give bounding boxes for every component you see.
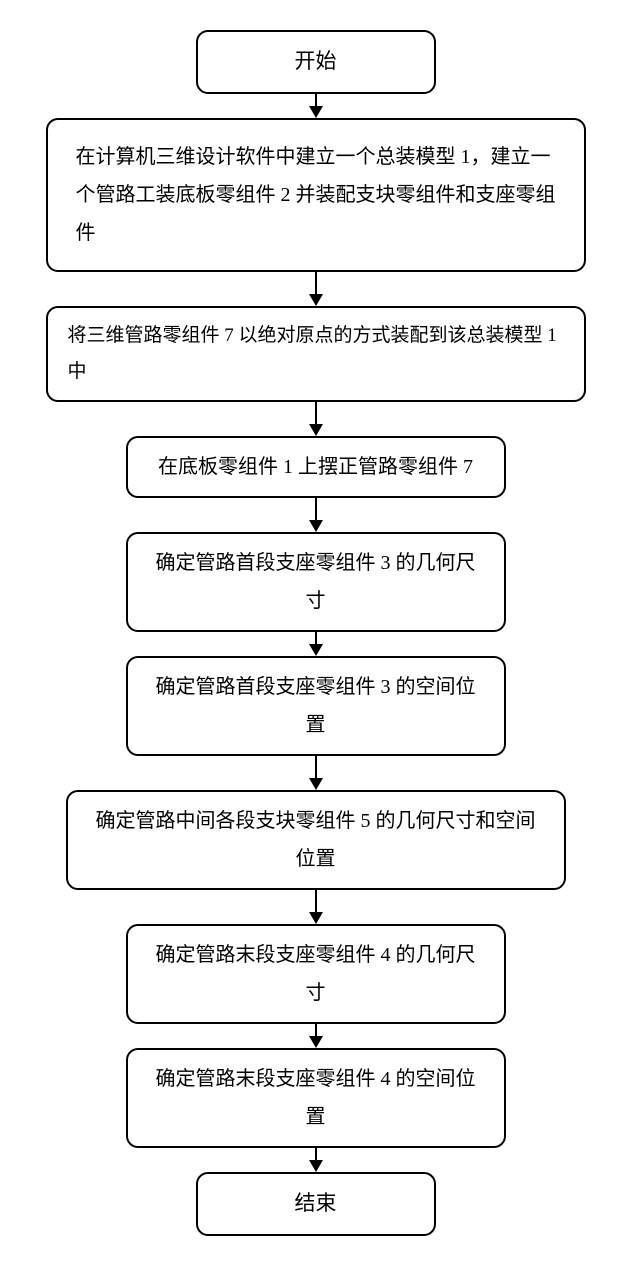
arrow-step5-step6 bbox=[309, 756, 323, 790]
node-step8-label: 确定管路末段支座零组件 4 的空间位置 bbox=[148, 1060, 484, 1136]
node-step6: 确定管路中间各段支块零组件 5 的几何尺寸和空间位置 bbox=[66, 790, 566, 890]
node-start-label: 开始 bbox=[295, 42, 337, 82]
node-step5-label: 确定管路首段支座零组件 3 的空间位置 bbox=[148, 668, 484, 744]
node-step6-label: 确定管路中间各段支块零组件 5 的几何尺寸和空间位置 bbox=[88, 802, 544, 878]
node-end-label: 结束 bbox=[295, 1184, 337, 1224]
node-step8: 确定管路末段支座零组件 4 的空间位置 bbox=[126, 1048, 506, 1148]
arrow-step6-step7 bbox=[309, 890, 323, 924]
arrow-step8-end bbox=[309, 1148, 323, 1172]
arrow-start-step1 bbox=[309, 94, 323, 118]
node-step2: 将三维管路零组件 7 以绝对原点的方式装配到该总装模型 1 中 bbox=[46, 306, 586, 402]
arrow-step1-step2 bbox=[309, 272, 323, 306]
node-step7-label: 确定管路末段支座零组件 4 的几何尺寸 bbox=[148, 936, 484, 1012]
node-step7: 确定管路末段支座零组件 4 的几何尺寸 bbox=[126, 924, 506, 1024]
arrow-step2-step3 bbox=[309, 402, 323, 436]
node-step1: 在计算机三维设计软件中建立一个总装模型 1，建立一个管路工装底板零组件 2 并装… bbox=[46, 118, 586, 272]
node-step3-label: 在底板零组件 1 上摆正管路零组件 7 bbox=[158, 448, 473, 486]
arrow-step4-step5 bbox=[309, 632, 323, 656]
node-start: 开始 bbox=[196, 30, 436, 94]
node-step1-label: 在计算机三维设计软件中建立一个总装模型 1，建立一个管路工装底板零组件 2 并装… bbox=[76, 138, 556, 252]
node-step4: 确定管路首段支座零组件 3 的几何尺寸 bbox=[126, 532, 506, 632]
arrow-step7-step8 bbox=[309, 1024, 323, 1048]
node-step5: 确定管路首段支座零组件 3 的空间位置 bbox=[126, 656, 506, 756]
node-step2-label: 将三维管路零组件 7 以绝对原点的方式装配到该总装模型 1 中 bbox=[68, 318, 564, 390]
node-step3: 在底板零组件 1 上摆正管路零组件 7 bbox=[126, 436, 506, 498]
flowchart-container: 开始 在计算机三维设计软件中建立一个总装模型 1，建立一个管路工装底板零组件 2… bbox=[0, 0, 631, 1266]
node-step4-label: 确定管路首段支座零组件 3 的几何尺寸 bbox=[148, 544, 484, 620]
node-end: 结束 bbox=[196, 1172, 436, 1236]
arrow-step3-step4 bbox=[309, 498, 323, 532]
